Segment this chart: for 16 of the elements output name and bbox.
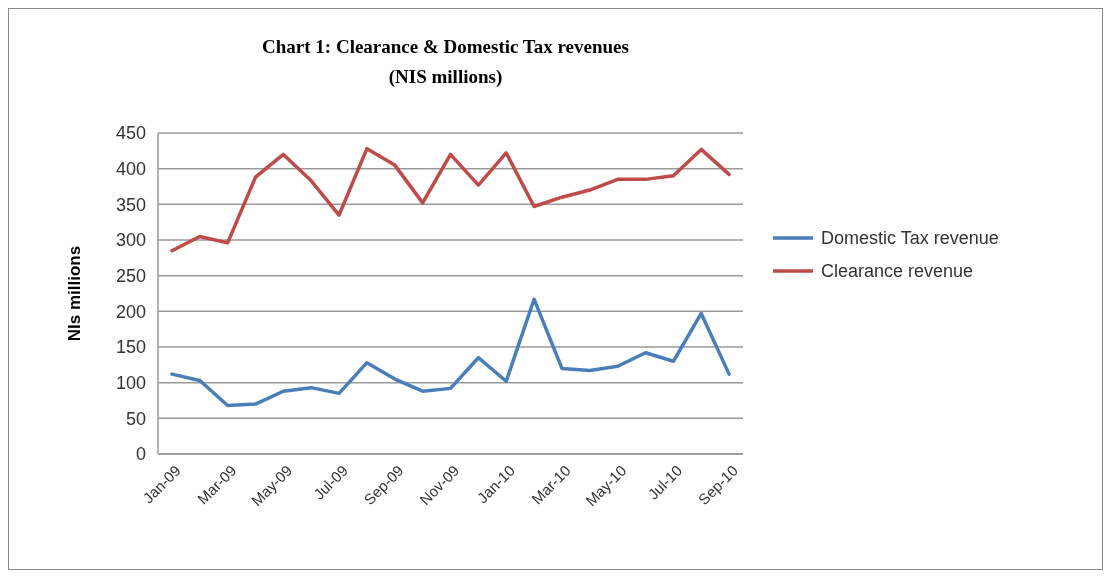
y-tick-label: 300 [115,230,146,251]
y-tick-label: 350 [115,194,146,215]
y-tick-label: 0 [135,444,146,465]
chart-title: Chart 1: Clearance & Domestic Tax revenues (NIS millions) [262,36,629,88]
y-tick-label: 400 [115,158,146,179]
line-series [170,297,731,408]
y-axis-title: NIs millions [65,245,84,342]
y-tick-label: 250 [115,265,146,286]
line-series [170,146,731,253]
legend-label: Clearance revenue [821,261,974,282]
y-tick-label: 150 [115,337,146,358]
y-tick-label: 200 [115,301,146,322]
y-tick-label: 50 [125,408,146,429]
y-tick-label: 100 [115,372,146,393]
legend-label: Domestic Tax revenue [821,228,999,249]
y-tick-label: 450 [115,123,146,144]
